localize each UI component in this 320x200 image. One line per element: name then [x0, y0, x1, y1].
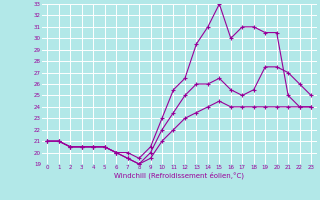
X-axis label: Windchill (Refroidissement éolien,°C): Windchill (Refroidissement éolien,°C) [114, 171, 244, 179]
